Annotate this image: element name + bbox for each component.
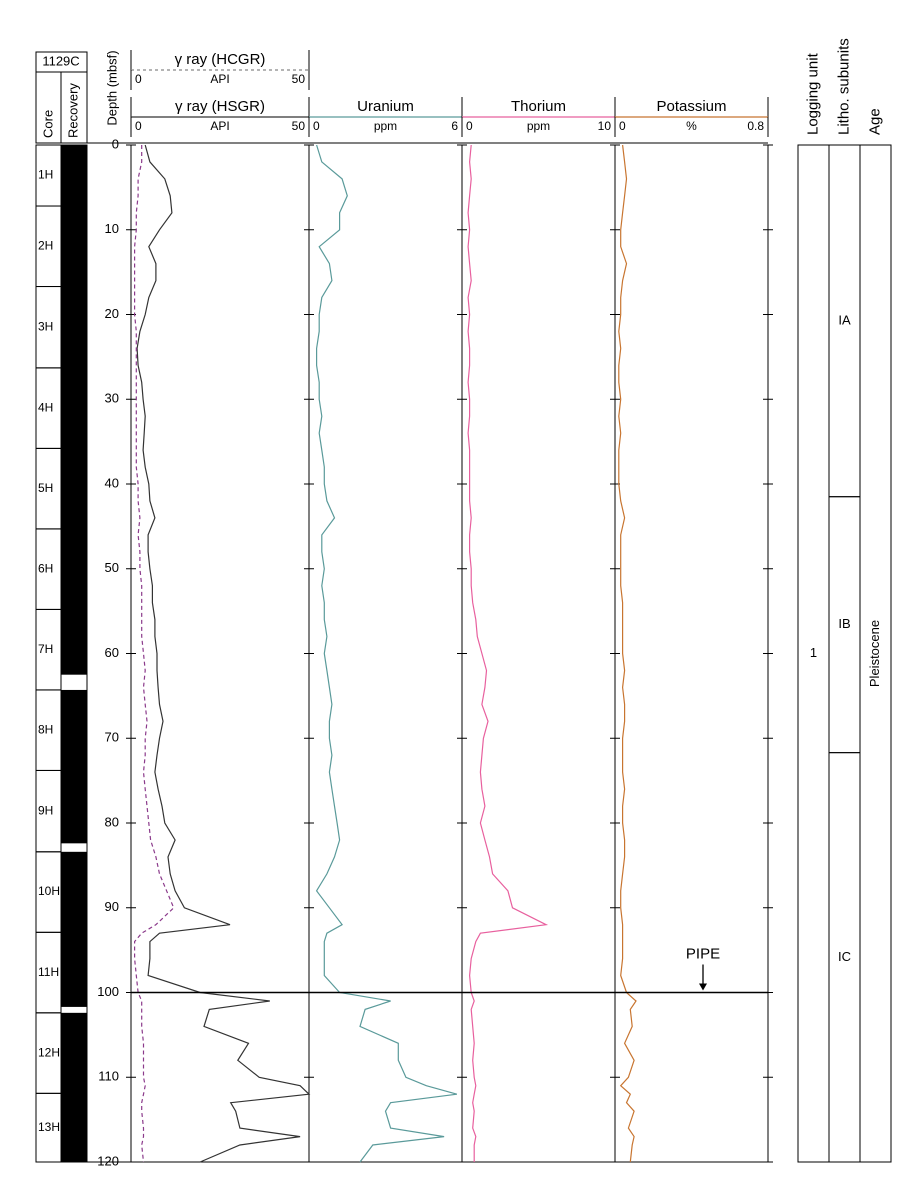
core-header: Core [40,110,55,138]
panel-label: Pleistocene [867,620,882,687]
x-tick-label: 0 [619,119,626,133]
x-tick-label: 0 [135,119,142,133]
series-title: Thorium [511,98,566,115]
panel-title: Litho. subunits [835,38,852,135]
y-tick-label: 60 [105,645,119,660]
core-label: 11H [38,965,59,979]
unit-label: ppm [374,119,397,133]
core-label: 6H [38,561,53,575]
core-label: 3H [38,319,53,333]
pipe-label: PIPE [686,945,720,962]
x-tick-label: 50 [292,72,306,86]
x-tick-label: 0 [135,72,142,86]
series-title: γ ray (HCGR) [175,51,266,68]
hole-label: 1129C [42,53,79,68]
recovery-interval [61,689,87,844]
recovery-interval [61,1012,87,1162]
x-tick-label: 10 [598,119,612,133]
series-title: γ ray (HSGR) [175,98,265,115]
core-label: 4H [38,400,53,414]
recovery-interval [61,145,87,675]
series-title: Potassium [656,98,726,115]
unit-label: % [686,119,697,133]
y-tick-label: 10 [105,221,119,236]
core-label: 8H [38,722,53,736]
log-curve [467,144,549,1162]
panel-interval [859,144,892,1163]
core-label: 13H [38,1120,60,1134]
panel-label: 1 [810,645,817,660]
x-tick-label: 0 [466,119,473,133]
series-title: Uranium [357,98,414,115]
core-label: 12H [38,1045,60,1059]
core-label: 10H [38,884,60,898]
x-tick-label: 50 [292,119,306,133]
log-curve [136,144,311,1163]
y-tick-label: 110 [98,1069,119,1084]
y-tick-label: 70 [105,730,119,745]
panel-label: IC [838,949,851,964]
log-curve [618,144,637,1163]
unit-label: ppm [527,119,550,133]
y-tick-label: 40 [105,475,119,490]
y-tick-label: 120 [97,1153,119,1168]
core-label: 2H [38,238,53,252]
y-tick-label: 100 [97,984,119,999]
x-tick-label: 6 [451,119,458,133]
recovery-interval [61,851,87,1007]
panel-title: Age [866,108,883,135]
x-tick-label: 0.8 [747,119,764,133]
depth-axis-title: Depth (mbsf) [104,50,119,125]
core-label: 5H [38,481,53,495]
unit-label: API [210,119,229,133]
y-tick-label: 90 [105,899,119,914]
x-tick-label: 0 [313,119,320,133]
core-label: 1H [38,168,53,182]
y-tick-label: 0 [112,136,119,151]
log-curve [315,144,458,1163]
y-tick-label: 30 [105,391,119,406]
core-label: 9H [38,803,53,817]
panel-label: IA [838,312,851,327]
unit-label: API [210,72,229,86]
y-tick-label: 80 [105,814,119,829]
panel-label: IB [838,616,850,631]
y-tick-label: 20 [105,306,119,321]
y-tick-label: 50 [105,560,119,575]
log-curve [134,145,175,1163]
core-label: 7H [38,642,53,656]
panel-title: Logging unit [804,52,821,135]
recovery-header: Recovery [65,83,80,138]
pipe-arrowhead [699,983,707,991]
